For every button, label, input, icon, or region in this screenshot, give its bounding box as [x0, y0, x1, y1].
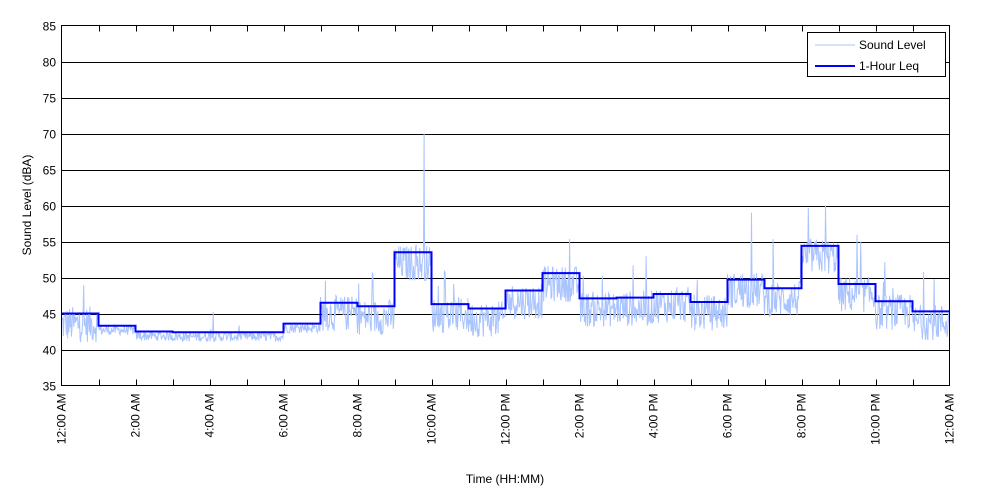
- y-tick-label: 60: [43, 200, 57, 214]
- x-tick-label: 12:00 AM: [55, 393, 69, 444]
- x-tick-label: 6:00 AM: [277, 394, 291, 438]
- y-axis-ticks: 35 40 45 50 55 60 65 70 75 80 85: [43, 20, 57, 394]
- x-tick-label: 4:00 PM: [647, 394, 661, 439]
- x-tick-label: 2:00 AM: [129, 394, 143, 438]
- y-tick-label: 80: [43, 56, 57, 70]
- x-tick-label: 2:00 PM: [573, 394, 587, 439]
- x-axis-ticks: 12:00 AM 2:00 AM 4:00 AM 6:00 AM 8:00 AM 10:0…: [55, 25, 957, 445]
- y-tick-label: 85: [43, 20, 57, 34]
- x-tick-label: 8:00 PM: [795, 394, 809, 439]
- x-tick-label: 10:00 AM: [425, 393, 439, 444]
- y-tick-label: 75: [43, 92, 57, 106]
- y-tick-label: 50: [43, 272, 57, 286]
- x-tick-label: 10:00 PM: [869, 394, 883, 445]
- legend-label-sound-level: Sound Level: [859, 38, 926, 52]
- legend-box: [807, 32, 946, 77]
- y-tick-label: 65: [43, 164, 57, 178]
- legend-label-leq: 1-Hour Leq: [859, 59, 919, 73]
- y-tick-label: 35: [43, 380, 57, 394]
- x-tick-label: 12:00 PM: [499, 394, 513, 445]
- sound-level-line: [61, 133, 950, 343]
- y-tick-label: 40: [43, 344, 57, 358]
- y-tick-label: 55: [43, 236, 57, 250]
- leq-series: [61, 244, 950, 334]
- legend: Sound Level 1-Hour Leq: [807, 32, 946, 77]
- plot-frame: [61, 25, 950, 386]
- x-tick-label: 4:00 AM: [203, 394, 217, 438]
- x-tick-label: 12:00 AM: [943, 393, 957, 444]
- grid: [61, 62, 950, 351]
- leq-step-line: [61, 244, 950, 334]
- x-tick-label: 6:00 PM: [721, 394, 735, 439]
- y-tick-label: 70: [43, 128, 57, 142]
- y-tick-label: 45: [43, 308, 57, 322]
- x-tick-label: 8:00 AM: [351, 394, 365, 438]
- sound-level-series: [61, 133, 950, 343]
- y-axis-label: Sound Level (dBA): [20, 155, 34, 256]
- x-axis-label: Time (HH:MM): [466, 472, 544, 486]
